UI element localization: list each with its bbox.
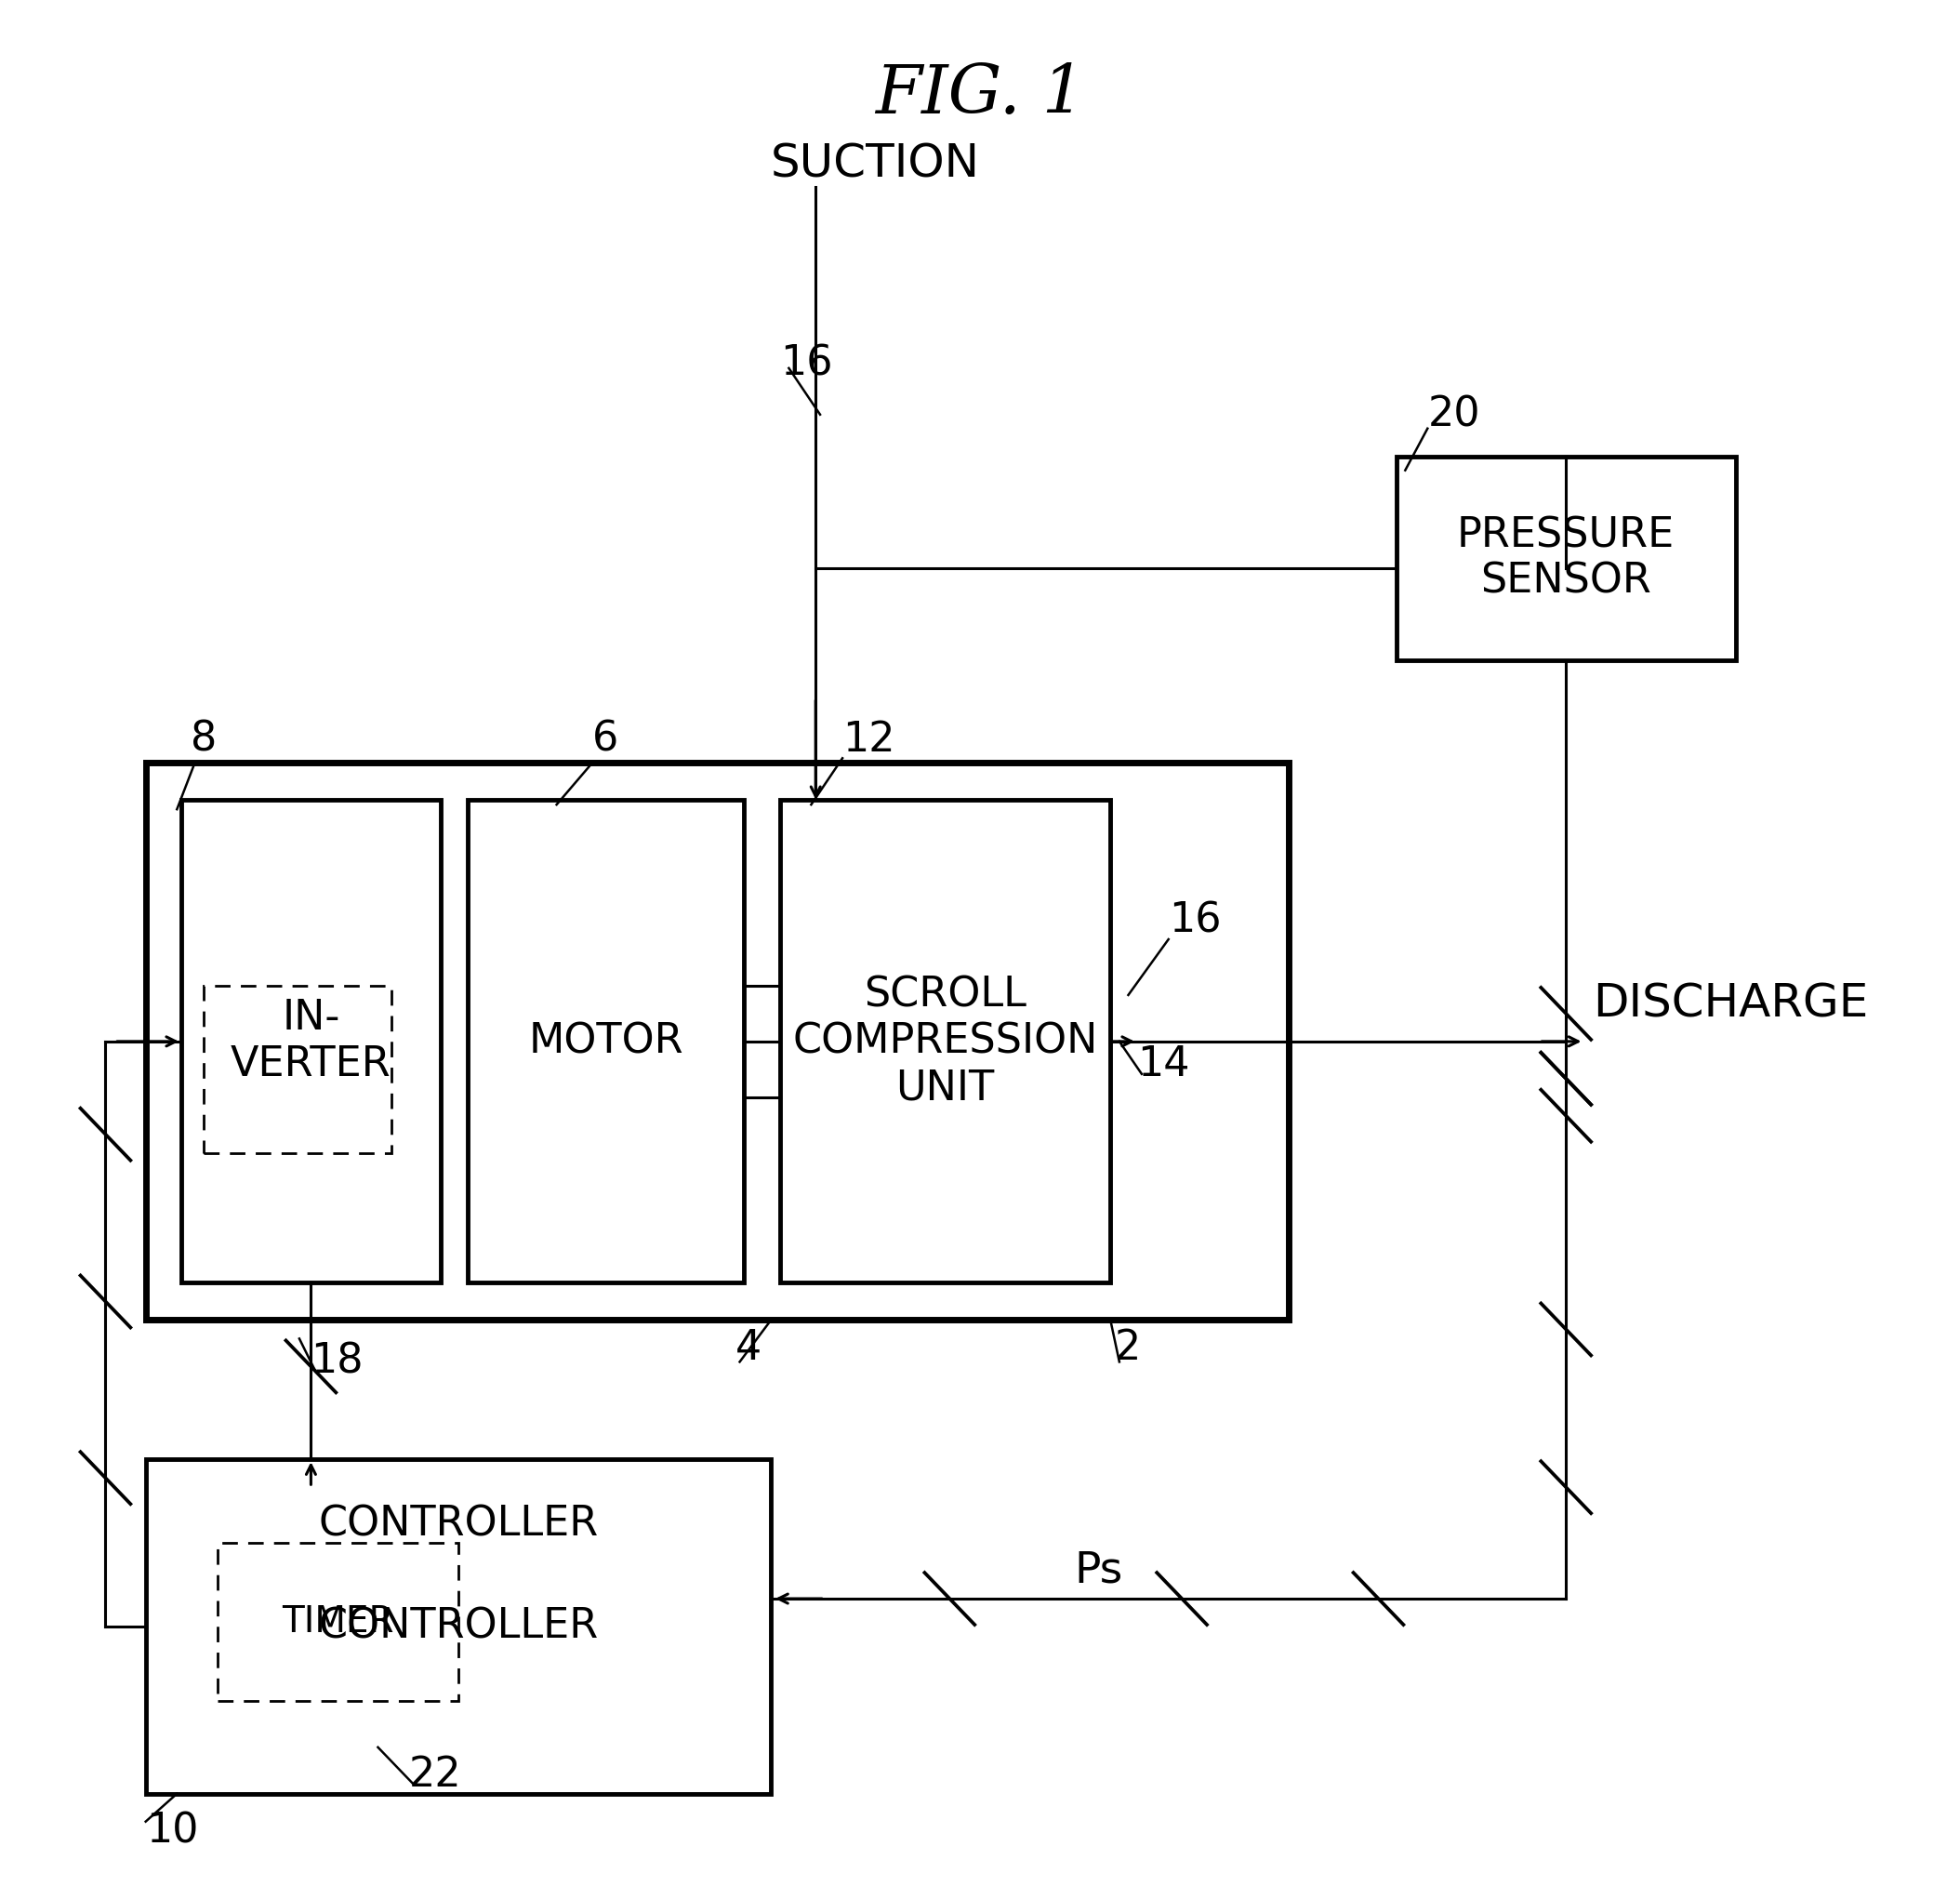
Text: SCROLL
COMPRESSION
UNIT: SCROLL COMPRESSION UNIT (792, 975, 1098, 1107)
Text: 10: 10 (145, 1811, 198, 1850)
Text: FIG. 1: FIG. 1 (874, 62, 1086, 126)
Bar (145, 762, 1290, 1320)
Text: CONTROLLER: CONTROLLER (318, 1607, 598, 1646)
Text: 22: 22 (410, 1756, 463, 1795)
Text: DISCHARGE: DISCHARGE (1593, 983, 1868, 1026)
Text: 6: 6 (592, 720, 619, 760)
Text: 16: 16 (780, 343, 833, 383)
Bar (145, 1460, 770, 1794)
Text: 20: 20 (1427, 394, 1480, 434)
Text: TIMER: TIMER (282, 1605, 394, 1639)
Text: IN-
VERTER: IN- VERTER (231, 998, 392, 1084)
Text: 12: 12 (843, 720, 896, 760)
Text: PRESSURE
SENSOR: PRESSURE SENSOR (1456, 515, 1676, 602)
Text: MOTOR: MOTOR (529, 1022, 684, 1062)
Bar (204, 986, 392, 1152)
Bar (218, 1543, 459, 1701)
Bar (780, 800, 1111, 1282)
Bar (182, 800, 441, 1282)
Text: 16: 16 (1168, 902, 1221, 941)
Text: Ps: Ps (1074, 1550, 1123, 1592)
Text: 18: 18 (312, 1341, 363, 1382)
Text: SUCTION: SUCTION (770, 141, 980, 187)
Bar (466, 800, 745, 1282)
Text: 8: 8 (190, 720, 218, 760)
Text: CONTROLLER: CONTROLLER (318, 1505, 598, 1545)
Bar (1396, 456, 1737, 660)
Text: 2: 2 (1115, 1328, 1141, 1367)
Text: 14: 14 (1137, 1045, 1190, 1084)
Text: 4: 4 (735, 1328, 762, 1367)
